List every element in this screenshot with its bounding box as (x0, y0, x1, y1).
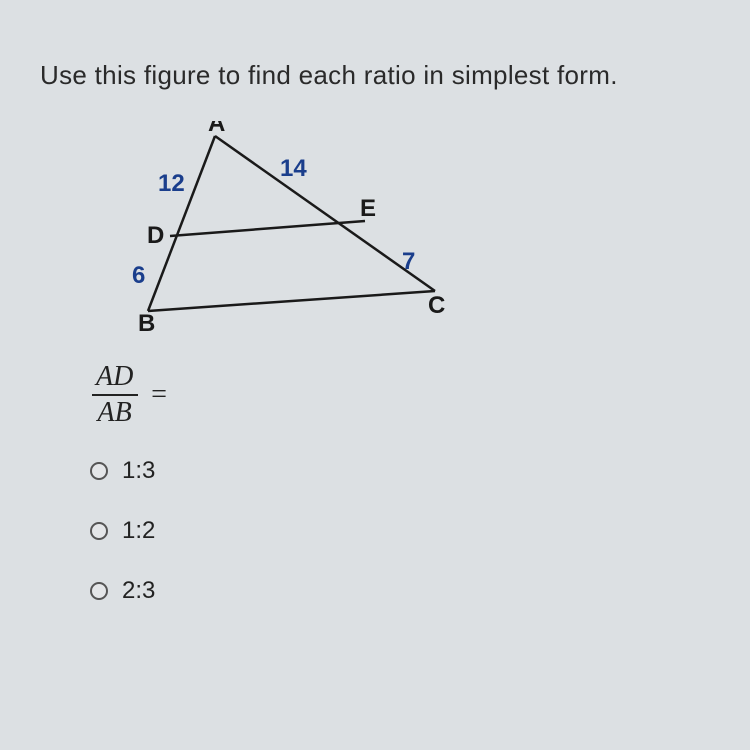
option-label: 1:2 (122, 517, 155, 545)
label-c: C (428, 292, 445, 319)
question-text: Use this figure to find each ratio in si… (40, 60, 710, 91)
option-label: 1:3 (122, 457, 155, 485)
radio-icon[interactable] (90, 582, 108, 600)
triangle-svg: A D E B C 12 14 6 7 (100, 121, 480, 331)
label-e: E (360, 195, 376, 222)
triangle-figure: A D E B C 12 14 6 7 (100, 121, 710, 336)
len-ae: 14 (280, 155, 307, 182)
ratio-expression: AD AB = (90, 361, 710, 429)
fraction: AD AB (90, 361, 139, 429)
option-2[interactable]: 1:2 (90, 517, 710, 545)
len-db: 6 (132, 262, 145, 289)
option-3[interactable]: 2:3 (90, 577, 710, 605)
equals-sign: = (149, 379, 168, 411)
radio-icon[interactable] (90, 522, 108, 540)
len-ad: 12 (158, 170, 185, 197)
line-de (170, 221, 365, 236)
label-a: A (208, 121, 225, 137)
line-bc (148, 291, 435, 311)
numerator: AD (90, 361, 139, 394)
option-label: 2:3 (122, 577, 155, 605)
len-ec: 7 (402, 248, 415, 275)
label-d: D (147, 222, 164, 249)
radio-icon[interactable] (90, 462, 108, 480)
option-1[interactable]: 1:3 (90, 457, 710, 485)
answer-options: 1:3 1:2 2:3 (90, 457, 710, 605)
denominator: AB (92, 394, 138, 429)
label-b: B (138, 310, 155, 331)
